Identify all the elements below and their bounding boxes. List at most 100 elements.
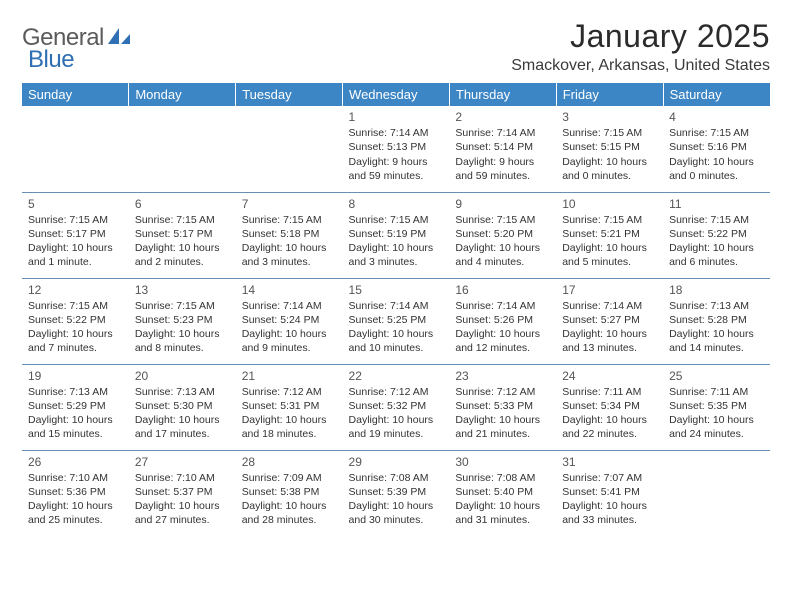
daylight-line: Daylight: 10 hours and 24 minutes. bbox=[669, 413, 764, 441]
calendar-cell: 24Sunrise: 7:11 AMSunset: 5:34 PMDayligh… bbox=[556, 364, 663, 450]
sunrise-line: Sunrise: 7:15 AM bbox=[455, 213, 550, 227]
daylight-line: Daylight: 10 hours and 30 minutes. bbox=[349, 499, 444, 527]
calendar-row: 19Sunrise: 7:13 AMSunset: 5:29 PMDayligh… bbox=[22, 364, 770, 450]
calendar-row: 12Sunrise: 7:15 AMSunset: 5:22 PMDayligh… bbox=[22, 278, 770, 364]
calendar-cell: 29Sunrise: 7:08 AMSunset: 5:39 PMDayligh… bbox=[343, 450, 450, 536]
sunset-line: Sunset: 5:34 PM bbox=[562, 399, 657, 413]
daylight-line: Daylight: 10 hours and 0 minutes. bbox=[562, 155, 657, 183]
header: General January 2025 Smackover, Arkansas… bbox=[22, 18, 770, 75]
logo-part2-wrap: Blue bbox=[28, 46, 74, 74]
location: Smackover, Arkansas, United States bbox=[511, 57, 770, 75]
sunrise-line: Sunrise: 7:14 AM bbox=[455, 299, 550, 313]
daylight-line: Daylight: 9 hours and 59 minutes. bbox=[455, 155, 550, 183]
daylight-line: Daylight: 10 hours and 17 minutes. bbox=[135, 413, 230, 441]
calendar-cell: 2Sunrise: 7:14 AMSunset: 5:14 PMDaylight… bbox=[449, 106, 556, 192]
sunrise-line: Sunrise: 7:14 AM bbox=[562, 299, 657, 313]
sunrise-line: Sunrise: 7:12 AM bbox=[455, 385, 550, 399]
day-number: 13 bbox=[135, 282, 230, 298]
calendar-cell: 3Sunrise: 7:15 AMSunset: 5:15 PMDaylight… bbox=[556, 106, 663, 192]
sunset-line: Sunset: 5:27 PM bbox=[562, 313, 657, 327]
day-number: 1 bbox=[349, 109, 444, 125]
day-number: 9 bbox=[455, 196, 550, 212]
day-number: 22 bbox=[349, 368, 444, 384]
sunrise-line: Sunrise: 7:09 AM bbox=[242, 471, 337, 485]
calendar-cell: 22Sunrise: 7:12 AMSunset: 5:32 PMDayligh… bbox=[343, 364, 450, 450]
day-number: 10 bbox=[562, 196, 657, 212]
day-number: 19 bbox=[28, 368, 123, 384]
sunset-line: Sunset: 5:19 PM bbox=[349, 227, 444, 241]
day-number: 17 bbox=[562, 282, 657, 298]
calendar-row: 5Sunrise: 7:15 AMSunset: 5:17 PMDaylight… bbox=[22, 192, 770, 278]
day-number: 28 bbox=[242, 454, 337, 470]
calendar-cell bbox=[22, 106, 129, 192]
calendar-cell: 10Sunrise: 7:15 AMSunset: 5:21 PMDayligh… bbox=[556, 192, 663, 278]
calendar-cell: 31Sunrise: 7:07 AMSunset: 5:41 PMDayligh… bbox=[556, 450, 663, 536]
sunset-line: Sunset: 5:41 PM bbox=[562, 485, 657, 499]
sunset-line: Sunset: 5:18 PM bbox=[242, 227, 337, 241]
calendar-row: 26Sunrise: 7:10 AMSunset: 5:36 PMDayligh… bbox=[22, 450, 770, 536]
daylight-line: Daylight: 10 hours and 6 minutes. bbox=[669, 241, 764, 269]
daylight-line: Daylight: 10 hours and 12 minutes. bbox=[455, 327, 550, 355]
calendar-cell: 12Sunrise: 7:15 AMSunset: 5:22 PMDayligh… bbox=[22, 278, 129, 364]
day-number: 15 bbox=[349, 282, 444, 298]
sunrise-line: Sunrise: 7:15 AM bbox=[669, 213, 764, 227]
sunrise-line: Sunrise: 7:15 AM bbox=[135, 213, 230, 227]
daylight-line: Daylight: 10 hours and 9 minutes. bbox=[242, 327, 337, 355]
sunset-line: Sunset: 5:40 PM bbox=[455, 485, 550, 499]
calendar-cell: 28Sunrise: 7:09 AMSunset: 5:38 PMDayligh… bbox=[236, 450, 343, 536]
calendar-cell: 16Sunrise: 7:14 AMSunset: 5:26 PMDayligh… bbox=[449, 278, 556, 364]
sunrise-line: Sunrise: 7:13 AM bbox=[28, 385, 123, 399]
title-block: January 2025 Smackover, Arkansas, United… bbox=[511, 18, 770, 75]
sunset-line: Sunset: 5:35 PM bbox=[669, 399, 764, 413]
sunrise-line: Sunrise: 7:11 AM bbox=[562, 385, 657, 399]
calendar-cell: 25Sunrise: 7:11 AMSunset: 5:35 PMDayligh… bbox=[663, 364, 770, 450]
sunrise-line: Sunrise: 7:15 AM bbox=[562, 126, 657, 140]
calendar-cell: 9Sunrise: 7:15 AMSunset: 5:20 PMDaylight… bbox=[449, 192, 556, 278]
sunset-line: Sunset: 5:14 PM bbox=[455, 140, 550, 154]
calendar-cell: 13Sunrise: 7:15 AMSunset: 5:23 PMDayligh… bbox=[129, 278, 236, 364]
calendar-cell: 14Sunrise: 7:14 AMSunset: 5:24 PMDayligh… bbox=[236, 278, 343, 364]
daylight-line: Daylight: 10 hours and 7 minutes. bbox=[28, 327, 123, 355]
daylight-line: Daylight: 10 hours and 8 minutes. bbox=[135, 327, 230, 355]
day-number: 5 bbox=[28, 196, 123, 212]
daylight-line: Daylight: 10 hours and 4 minutes. bbox=[455, 241, 550, 269]
daylight-line: Daylight: 10 hours and 31 minutes. bbox=[455, 499, 550, 527]
daylight-line: Daylight: 10 hours and 10 minutes. bbox=[349, 327, 444, 355]
calendar-cell: 5Sunrise: 7:15 AMSunset: 5:17 PMDaylight… bbox=[22, 192, 129, 278]
daylight-line: Daylight: 10 hours and 2 minutes. bbox=[135, 241, 230, 269]
sunrise-line: Sunrise: 7:14 AM bbox=[455, 126, 550, 140]
sunrise-line: Sunrise: 7:15 AM bbox=[562, 213, 657, 227]
weekday-header: Monday bbox=[129, 83, 236, 106]
calendar-cell: 11Sunrise: 7:15 AMSunset: 5:22 PMDayligh… bbox=[663, 192, 770, 278]
calendar-cell: 26Sunrise: 7:10 AMSunset: 5:36 PMDayligh… bbox=[22, 450, 129, 536]
daylight-line: Daylight: 10 hours and 15 minutes. bbox=[28, 413, 123, 441]
daylight-line: Daylight: 10 hours and 19 minutes. bbox=[349, 413, 444, 441]
sunset-line: Sunset: 5:17 PM bbox=[28, 227, 123, 241]
sunrise-line: Sunrise: 7:13 AM bbox=[135, 385, 230, 399]
sunrise-line: Sunrise: 7:15 AM bbox=[28, 299, 123, 313]
weekday-header: Tuesday bbox=[236, 83, 343, 106]
sunset-line: Sunset: 5:26 PM bbox=[455, 313, 550, 327]
sunset-line: Sunset: 5:17 PM bbox=[135, 227, 230, 241]
calendar-cell: 4Sunrise: 7:15 AMSunset: 5:16 PMDaylight… bbox=[663, 106, 770, 192]
sunset-line: Sunset: 5:37 PM bbox=[135, 485, 230, 499]
day-number: 21 bbox=[242, 368, 337, 384]
weekday-header: Friday bbox=[556, 83, 663, 106]
day-number: 29 bbox=[349, 454, 444, 470]
daylight-line: Daylight: 10 hours and 13 minutes. bbox=[562, 327, 657, 355]
day-number: 18 bbox=[669, 282, 764, 298]
sunrise-line: Sunrise: 7:08 AM bbox=[349, 471, 444, 485]
daylight-line: Daylight: 10 hours and 27 minutes. bbox=[135, 499, 230, 527]
daylight-line: Daylight: 10 hours and 21 minutes. bbox=[455, 413, 550, 441]
sunrise-line: Sunrise: 7:12 AM bbox=[349, 385, 444, 399]
sunset-line: Sunset: 5:31 PM bbox=[242, 399, 337, 413]
sunset-line: Sunset: 5:28 PM bbox=[669, 313, 764, 327]
sunset-line: Sunset: 5:21 PM bbox=[562, 227, 657, 241]
calendar-row: 1Sunrise: 7:14 AMSunset: 5:13 PMDaylight… bbox=[22, 106, 770, 192]
logo-sail-icon bbox=[106, 26, 132, 51]
day-number: 12 bbox=[28, 282, 123, 298]
daylight-line: Daylight: 10 hours and 25 minutes. bbox=[28, 499, 123, 527]
calendar-cell bbox=[236, 106, 343, 192]
calendar-cell: 6Sunrise: 7:15 AMSunset: 5:17 PMDaylight… bbox=[129, 192, 236, 278]
daylight-line: Daylight: 10 hours and 3 minutes. bbox=[349, 241, 444, 269]
